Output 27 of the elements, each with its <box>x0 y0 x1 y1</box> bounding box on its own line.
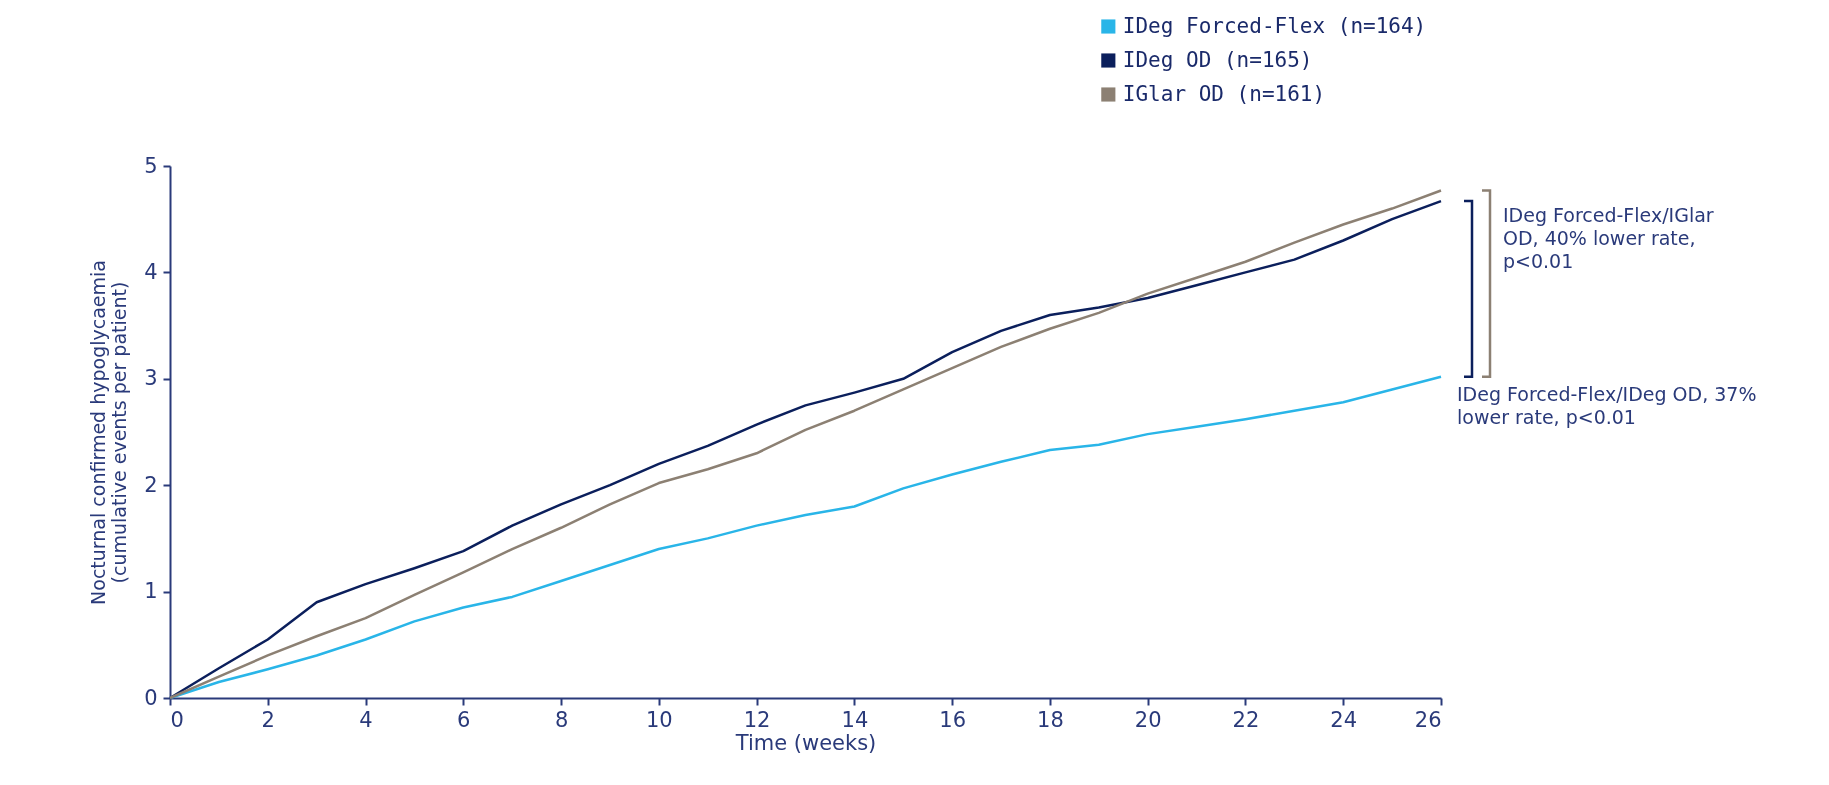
x-tick-label: 8 <box>554 707 569 732</box>
x-tick-label: 16 <box>939 707 967 732</box>
x-tick-label: 0 <box>170 707 184 732</box>
x-tick-label: 6 <box>457 707 471 732</box>
x-tick-label: 4 <box>359 707 373 732</box>
y-tick-label: 5 <box>144 153 158 178</box>
x-tick-label: 12 <box>743 707 771 732</box>
y-tick-label: 2 <box>144 472 158 497</box>
x-tick-label: 18 <box>1037 707 1064 732</box>
legend-label: IGlar OD (n=161) <box>1122 81 1326 106</box>
x-tick-label: 22 <box>1232 707 1260 732</box>
y-tick-label: 3 <box>144 366 158 391</box>
x-tick-label: 10 <box>645 707 673 732</box>
legend-label: IDeg OD (n=165) <box>1122 47 1313 72</box>
x-tick-label: 2 <box>261 707 275 732</box>
x-tick-label: 24 <box>1330 707 1358 732</box>
y-axis-title: Nocturnal confirmed hypoglycaemia (cumulative events per patient) <box>87 260 131 605</box>
x-axis-title: Time (weeks) <box>734 730 877 755</box>
legend-label: IDeg Forced-Flex (n=164) <box>1122 13 1427 38</box>
x-tick-label: 20 <box>1134 707 1162 732</box>
text: IDeg Forced-Flex/IGlar OD, 40% lower rate, p<0.01 <box>1503 204 1715 274</box>
x-tick-label: 26 <box>1414 707 1442 732</box>
y-tick-label: 1 <box>144 579 158 604</box>
y-tick-label: 0 <box>144 685 158 710</box>
text: IDeg Forced-Flex/IDeg OD, 37% lower rate, p<0.01 <box>1457 382 1758 429</box>
y-tick-label: 4 <box>144 259 158 284</box>
x-tick-label: 14 <box>841 707 869 732</box>
